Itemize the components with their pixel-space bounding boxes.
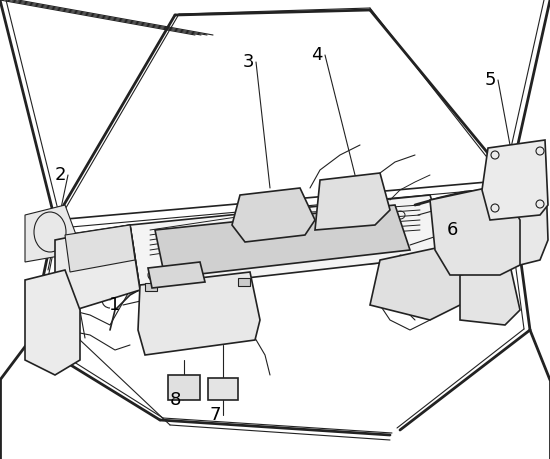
Polygon shape (155, 205, 410, 278)
Polygon shape (65, 225, 135, 272)
Polygon shape (25, 270, 80, 375)
Text: 4: 4 (311, 46, 323, 64)
Polygon shape (232, 188, 315, 242)
Text: 8: 8 (169, 391, 181, 409)
Bar (208, 378, 238, 400)
Polygon shape (315, 173, 390, 230)
Text: 2: 2 (54, 166, 66, 184)
Bar (145, 283, 157, 291)
Text: 5: 5 (484, 71, 496, 89)
Polygon shape (430, 185, 520, 275)
Bar (238, 278, 250, 286)
Polygon shape (130, 195, 450, 290)
Polygon shape (370, 245, 470, 320)
Polygon shape (460, 265, 520, 325)
Polygon shape (482, 140, 548, 220)
Polygon shape (55, 225, 140, 310)
Text: 7: 7 (209, 406, 221, 424)
Polygon shape (25, 205, 78, 262)
Text: 6: 6 (446, 221, 458, 239)
Bar (168, 375, 200, 400)
Polygon shape (490, 150, 548, 270)
Text: 1: 1 (109, 296, 120, 314)
Polygon shape (65, 225, 140, 300)
Polygon shape (138, 272, 260, 355)
Polygon shape (148, 262, 205, 288)
Text: 3: 3 (242, 53, 254, 71)
